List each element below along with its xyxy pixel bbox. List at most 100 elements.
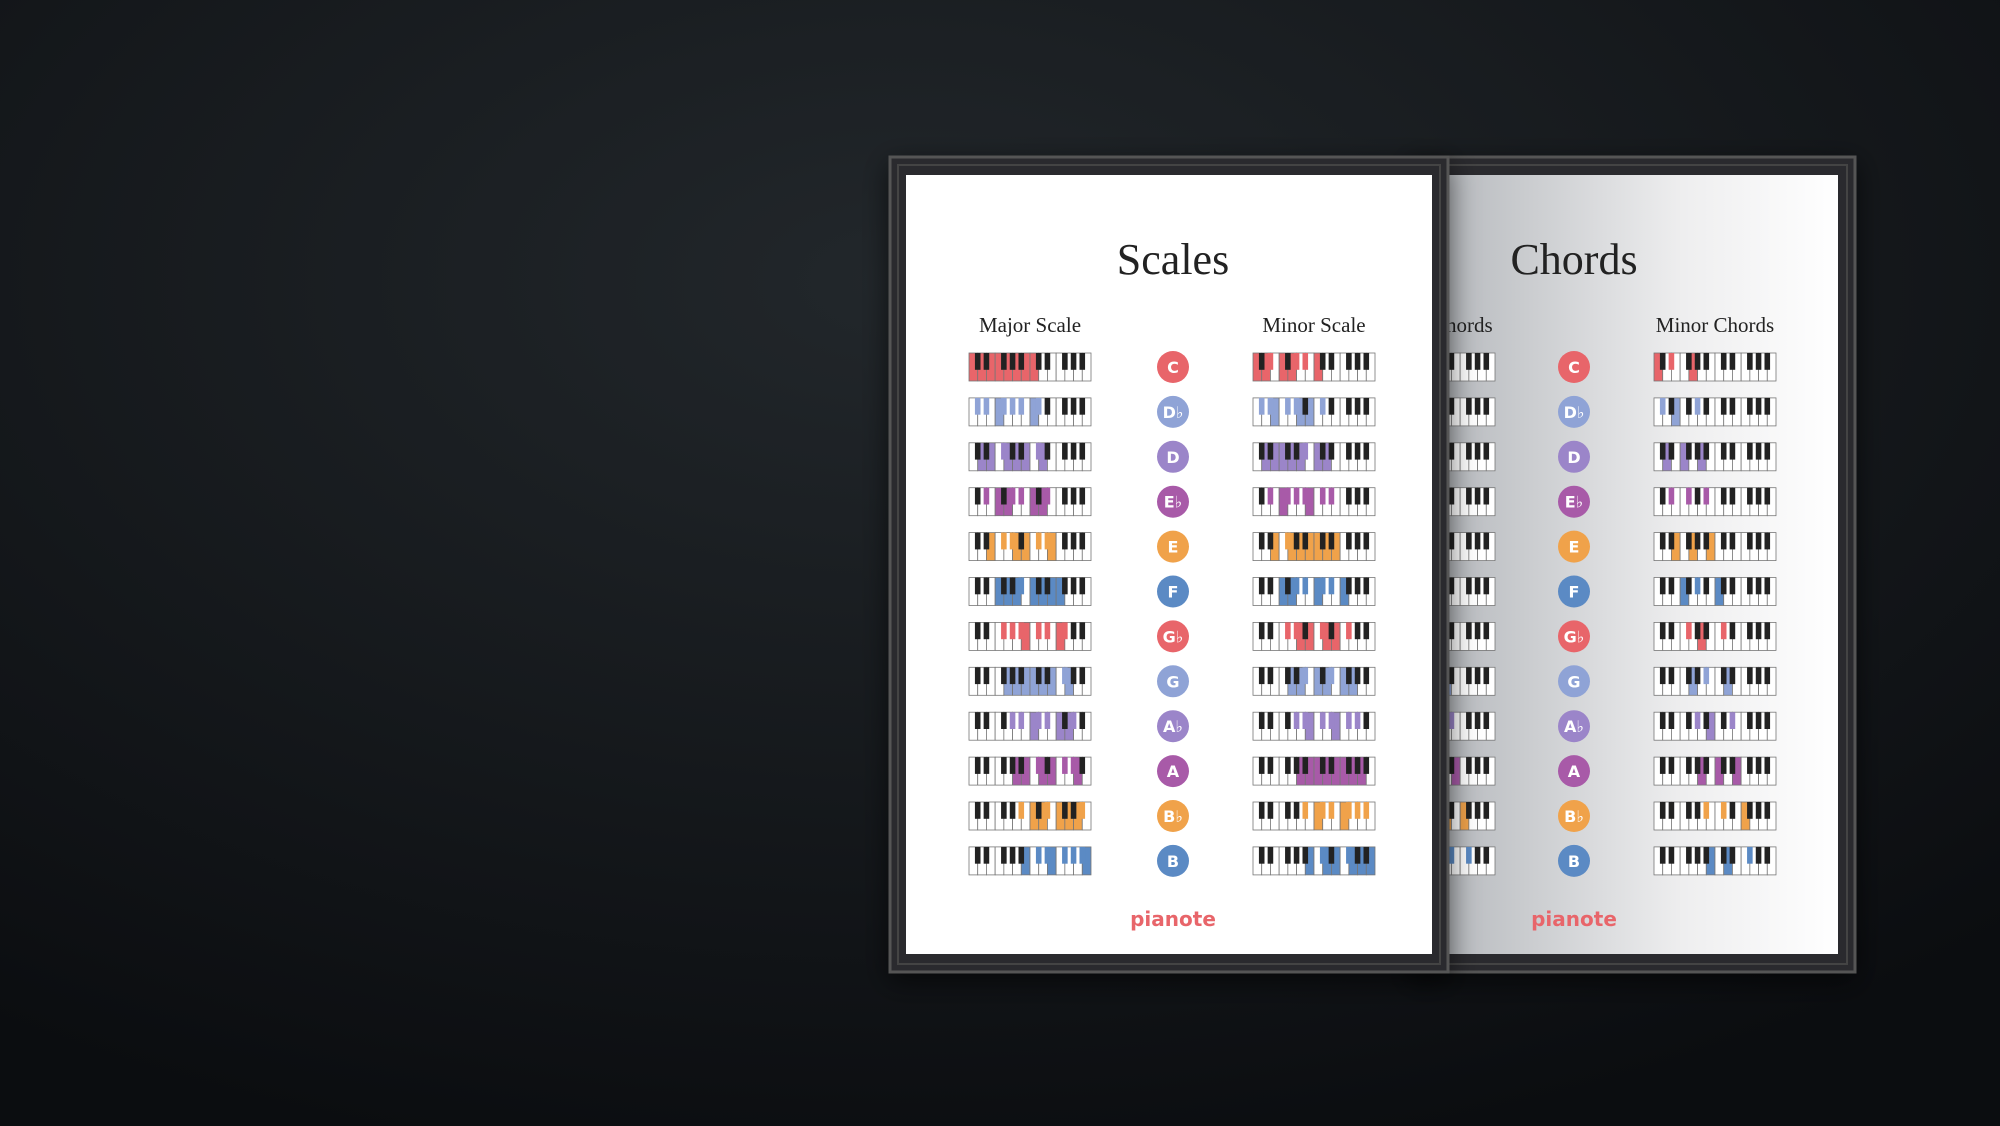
black-key: [1363, 846, 1370, 864]
black-key: [1070, 487, 1077, 505]
black-key: [1302, 846, 1309, 864]
black-key: [1448, 846, 1455, 864]
black-key: [1686, 846, 1692, 864]
key-label: A: [1568, 762, 1581, 781]
black-key: [1686, 532, 1692, 550]
black-key: [1694, 487, 1701, 505]
black-key: [1302, 622, 1309, 640]
key-badge: [1157, 351, 1189, 383]
black-key: [1755, 622, 1762, 640]
black-key: [1686, 487, 1692, 505]
black-key: [1035, 397, 1042, 415]
black-key: [1328, 577, 1335, 595]
black-key: [1747, 397, 1753, 415]
black-key: [1466, 442, 1472, 460]
black-key: [1686, 712, 1692, 729]
black-key: [1703, 846, 1710, 864]
black-key: [1755, 667, 1762, 685]
black-key: [1668, 802, 1675, 819]
black-key: [1285, 757, 1291, 774]
black-key: [1001, 757, 1007, 774]
black-key: [1448, 442, 1455, 460]
key-badge: [1558, 620, 1590, 653]
black-key: [1703, 397, 1710, 415]
black-key: [1328, 353, 1335, 370]
key-label: F: [1569, 583, 1580, 602]
black-key: [1659, 487, 1666, 505]
black-key: [1267, 622, 1274, 640]
black-key: [1346, 667, 1352, 685]
column-heading: Minor Chords: [1656, 313, 1774, 337]
black-key: [1729, 802, 1736, 819]
black-key: [983, 622, 990, 640]
black-key: [1747, 532, 1753, 550]
black-key: [1659, 353, 1666, 370]
black-key: [1474, 397, 1481, 415]
black-key: [1062, 712, 1068, 729]
key-label: D♭: [1163, 403, 1184, 422]
black-key: [1764, 846, 1771, 864]
black-key: [1062, 622, 1068, 640]
black-key: [1001, 622, 1007, 640]
black-key: [1285, 577, 1291, 595]
black-key: [1694, 712, 1701, 729]
key-badge: [1157, 844, 1189, 877]
black-key: [1293, 712, 1300, 729]
black-key: [1720, 442, 1727, 460]
black-key: [1035, 622, 1042, 640]
key-label: D: [1166, 448, 1179, 467]
black-key: [1694, 757, 1701, 774]
key-badge: [1558, 800, 1590, 832]
black-key: [1258, 487, 1265, 505]
black-key: [1659, 846, 1666, 864]
black-key: [1720, 532, 1727, 550]
black-key: [1694, 442, 1701, 460]
black-key: [1474, 532, 1481, 550]
black-key: [1686, 397, 1692, 415]
key-label: D: [1567, 448, 1580, 467]
scales-poster: Scales Major Scale Minor Scale C D♭ D E♭ E F G♭ G A…: [888, 155, 1450, 974]
black-key: [1328, 397, 1335, 415]
black-key: [1659, 442, 1666, 460]
black-key: [1448, 397, 1455, 415]
black-key: [1729, 667, 1736, 685]
black-key: [1285, 802, 1291, 819]
black-key: [1018, 353, 1025, 370]
frame-inner: [897, 164, 1441, 965]
black-key: [1079, 846, 1086, 864]
black-key: [1764, 577, 1771, 595]
black-key: [1363, 532, 1370, 550]
black-key: [1267, 802, 1274, 819]
key-label: G♭: [1564, 627, 1585, 646]
black-key: [1483, 397, 1490, 415]
key-badge: [1157, 575, 1189, 608]
black-key: [1729, 532, 1736, 550]
black-key: [1659, 397, 1666, 415]
black-key: [1474, 487, 1481, 505]
black-key: [1346, 397, 1352, 415]
black-key: [1044, 846, 1051, 864]
black-key: [1686, 757, 1692, 774]
black-key: [1363, 487, 1370, 505]
key-label: E♭: [1164, 493, 1182, 512]
black-key: [1694, 802, 1701, 819]
black-key: [1747, 353, 1753, 370]
black-key: [1070, 622, 1077, 640]
black-key: [1686, 442, 1692, 460]
black-key: [1009, 353, 1016, 370]
black-key: [1686, 353, 1692, 370]
black-key: [983, 667, 990, 685]
poster-title: Scales: [1117, 235, 1229, 284]
black-key: [1302, 487, 1309, 505]
black-key: [1267, 442, 1274, 460]
black-key: [1363, 712, 1370, 729]
black-key: [1319, 532, 1326, 550]
black-key: [1720, 757, 1727, 774]
black-key: [974, 353, 981, 370]
black-key: [1267, 532, 1274, 550]
black-key: [1079, 577, 1086, 595]
black-key: [1483, 846, 1490, 864]
black-key: [1466, 487, 1472, 505]
black-key: [1018, 577, 1025, 595]
